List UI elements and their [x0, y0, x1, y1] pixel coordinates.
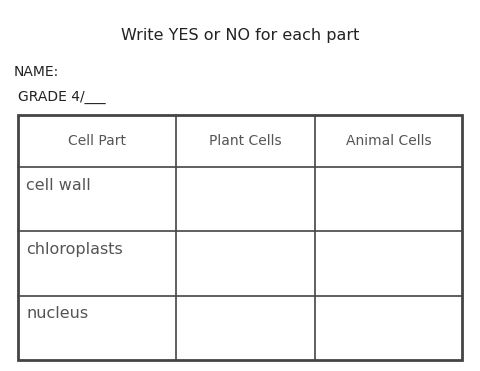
Text: GRADE 4/___: GRADE 4/___ — [18, 90, 106, 104]
Text: cell wall: cell wall — [26, 177, 91, 193]
Text: Write YES or NO for each part: Write YES or NO for each part — [121, 28, 359, 43]
Text: chloroplasts: chloroplasts — [26, 242, 123, 257]
Text: NAME:: NAME: — [14, 65, 59, 79]
Bar — [18, 115, 462, 360]
Text: nucleus: nucleus — [26, 306, 88, 321]
Text: Plant Cells: Plant Cells — [209, 134, 282, 148]
Text: Cell Part: Cell Part — [68, 134, 126, 148]
Text: Animal Cells: Animal Cells — [346, 134, 432, 148]
